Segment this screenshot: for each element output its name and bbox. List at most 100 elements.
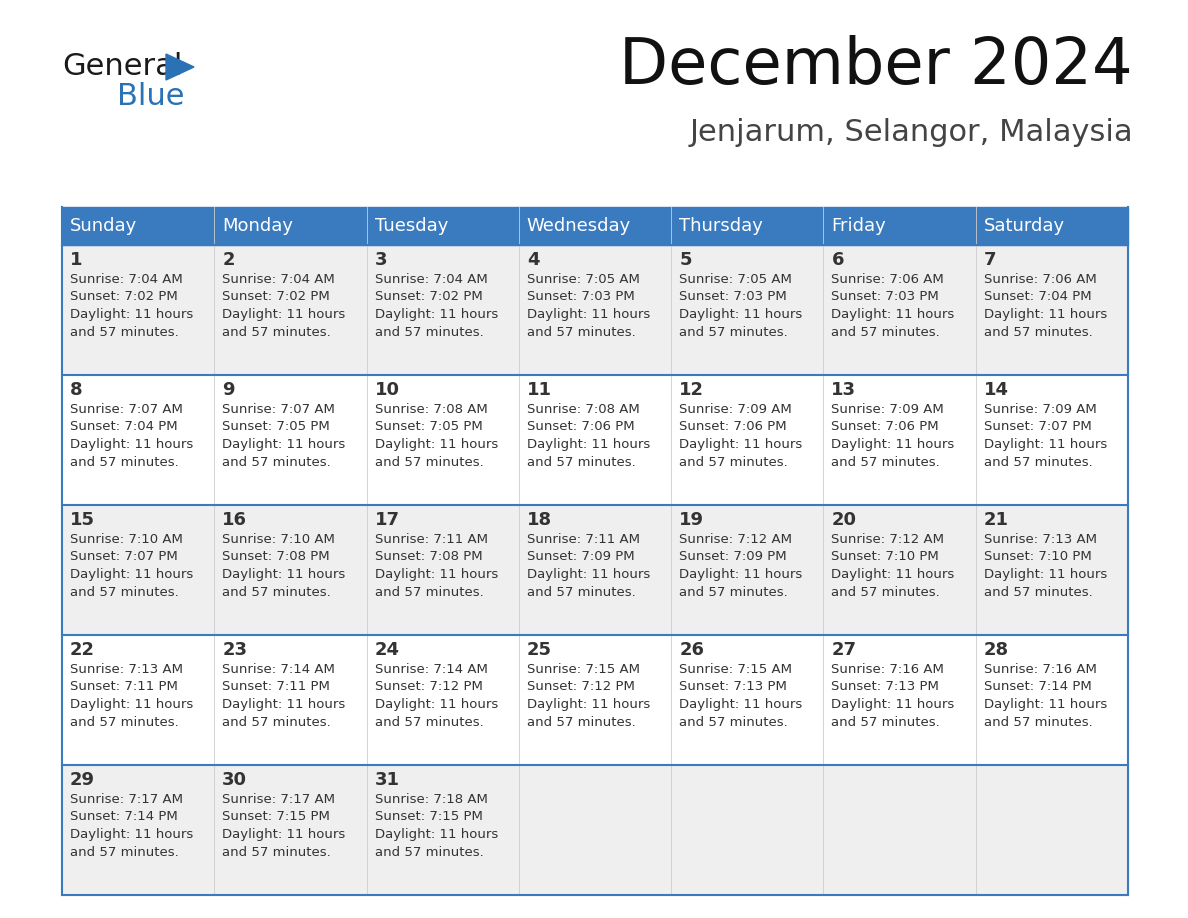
Text: 31: 31 — [374, 771, 399, 789]
Text: and 57 minutes.: and 57 minutes. — [832, 455, 940, 468]
Text: Sunset: 7:11 PM: Sunset: 7:11 PM — [70, 680, 178, 693]
Text: 11: 11 — [526, 381, 552, 399]
Text: Sunrise: 7:04 AM: Sunrise: 7:04 AM — [374, 273, 487, 286]
Text: Sunrise: 7:12 AM: Sunrise: 7:12 AM — [832, 533, 944, 546]
Text: 20: 20 — [832, 511, 857, 529]
Text: 13: 13 — [832, 381, 857, 399]
Text: Daylight: 11 hours: Daylight: 11 hours — [832, 308, 955, 321]
Text: 16: 16 — [222, 511, 247, 529]
Text: Daylight: 11 hours: Daylight: 11 hours — [680, 568, 802, 581]
Text: Daylight: 11 hours: Daylight: 11 hours — [680, 698, 802, 711]
Text: General: General — [62, 52, 183, 81]
Text: Sunrise: 7:13 AM: Sunrise: 7:13 AM — [984, 533, 1097, 546]
Text: 3: 3 — [374, 251, 387, 269]
Text: Sunset: 7:07 PM: Sunset: 7:07 PM — [70, 551, 178, 564]
Text: Daylight: 11 hours: Daylight: 11 hours — [984, 438, 1107, 451]
Text: 15: 15 — [70, 511, 95, 529]
Text: and 57 minutes.: and 57 minutes. — [374, 715, 484, 729]
Text: Sunset: 7:13 PM: Sunset: 7:13 PM — [680, 680, 786, 693]
Text: Sunset: 7:05 PM: Sunset: 7:05 PM — [222, 420, 330, 433]
Text: Sunrise: 7:10 AM: Sunrise: 7:10 AM — [70, 533, 183, 546]
Text: Sunset: 7:12 PM: Sunset: 7:12 PM — [526, 680, 634, 693]
Text: Sunset: 7:07 PM: Sunset: 7:07 PM — [984, 420, 1092, 433]
Text: Blue: Blue — [116, 82, 184, 111]
Text: Daylight: 11 hours: Daylight: 11 hours — [222, 698, 346, 711]
Text: Sunset: 7:04 PM: Sunset: 7:04 PM — [70, 420, 178, 433]
Text: 28: 28 — [984, 641, 1009, 659]
Text: and 57 minutes.: and 57 minutes. — [526, 455, 636, 468]
Text: and 57 minutes.: and 57 minutes. — [222, 455, 331, 468]
Text: Daylight: 11 hours: Daylight: 11 hours — [984, 568, 1107, 581]
Text: and 57 minutes.: and 57 minutes. — [832, 326, 940, 339]
Text: 25: 25 — [526, 641, 552, 659]
Text: 6: 6 — [832, 251, 843, 269]
Text: Daylight: 11 hours: Daylight: 11 hours — [70, 308, 194, 321]
Text: and 57 minutes.: and 57 minutes. — [374, 326, 484, 339]
Text: Sunrise: 7:06 AM: Sunrise: 7:06 AM — [984, 273, 1097, 286]
Text: Sunrise: 7:14 AM: Sunrise: 7:14 AM — [222, 663, 335, 676]
Text: Sunrise: 7:08 AM: Sunrise: 7:08 AM — [526, 403, 639, 416]
Text: Sunset: 7:14 PM: Sunset: 7:14 PM — [70, 811, 178, 823]
Text: Daylight: 11 hours: Daylight: 11 hours — [832, 568, 955, 581]
Text: and 57 minutes.: and 57 minutes. — [374, 586, 484, 599]
Text: Saturday: Saturday — [984, 217, 1064, 235]
Text: Sunset: 7:06 PM: Sunset: 7:06 PM — [832, 420, 939, 433]
Text: Sunrise: 7:11 AM: Sunrise: 7:11 AM — [526, 533, 640, 546]
Text: Jenjarum, Selangor, Malaysia: Jenjarum, Selangor, Malaysia — [689, 118, 1133, 147]
Text: Sunrise: 7:05 AM: Sunrise: 7:05 AM — [526, 273, 639, 286]
Text: Sunset: 7:05 PM: Sunset: 7:05 PM — [374, 420, 482, 433]
Bar — [62, 765, 1127, 895]
Text: Daylight: 11 hours: Daylight: 11 hours — [374, 438, 498, 451]
Text: 14: 14 — [984, 381, 1009, 399]
Text: and 57 minutes.: and 57 minutes. — [526, 715, 636, 729]
Text: Sunset: 7:15 PM: Sunset: 7:15 PM — [374, 811, 482, 823]
Text: 7: 7 — [984, 251, 997, 269]
Text: Sunset: 7:15 PM: Sunset: 7:15 PM — [222, 811, 330, 823]
Text: Daylight: 11 hours: Daylight: 11 hours — [70, 698, 194, 711]
Text: Sunrise: 7:18 AM: Sunrise: 7:18 AM — [374, 793, 487, 806]
Text: and 57 minutes.: and 57 minutes. — [984, 715, 1093, 729]
Text: Sunset: 7:03 PM: Sunset: 7:03 PM — [526, 290, 634, 304]
Text: Daylight: 11 hours: Daylight: 11 hours — [680, 438, 802, 451]
Bar — [62, 375, 1127, 505]
Text: Daylight: 11 hours: Daylight: 11 hours — [680, 308, 802, 321]
Text: 21: 21 — [984, 511, 1009, 529]
Text: and 57 minutes.: and 57 minutes. — [984, 455, 1093, 468]
Text: and 57 minutes.: and 57 minutes. — [526, 326, 636, 339]
Text: and 57 minutes.: and 57 minutes. — [70, 586, 178, 599]
Text: Sunset: 7:02 PM: Sunset: 7:02 PM — [70, 290, 178, 304]
Text: Tuesday: Tuesday — [374, 217, 448, 235]
Text: Daylight: 11 hours: Daylight: 11 hours — [70, 568, 194, 581]
Bar — [62, 635, 1127, 765]
Bar — [62, 207, 1127, 245]
Text: and 57 minutes.: and 57 minutes. — [222, 845, 331, 858]
Text: 12: 12 — [680, 381, 704, 399]
Text: Sunset: 7:02 PM: Sunset: 7:02 PM — [222, 290, 330, 304]
Text: 27: 27 — [832, 641, 857, 659]
Text: and 57 minutes.: and 57 minutes. — [222, 586, 331, 599]
Text: Daylight: 11 hours: Daylight: 11 hours — [526, 568, 650, 581]
Text: Sunset: 7:08 PM: Sunset: 7:08 PM — [222, 551, 330, 564]
Text: 10: 10 — [374, 381, 399, 399]
Text: Sunset: 7:03 PM: Sunset: 7:03 PM — [832, 290, 940, 304]
Text: and 57 minutes.: and 57 minutes. — [70, 326, 178, 339]
Text: 8: 8 — [70, 381, 83, 399]
Text: 29: 29 — [70, 771, 95, 789]
Text: and 57 minutes.: and 57 minutes. — [680, 715, 788, 729]
Text: 1: 1 — [70, 251, 82, 269]
Text: Sunset: 7:10 PM: Sunset: 7:10 PM — [984, 551, 1092, 564]
Text: Sunrise: 7:17 AM: Sunrise: 7:17 AM — [70, 793, 183, 806]
Text: Sunrise: 7:13 AM: Sunrise: 7:13 AM — [70, 663, 183, 676]
Text: Daylight: 11 hours: Daylight: 11 hours — [832, 698, 955, 711]
Text: Daylight: 11 hours: Daylight: 11 hours — [374, 828, 498, 841]
Text: and 57 minutes.: and 57 minutes. — [374, 455, 484, 468]
Text: Sunset: 7:06 PM: Sunset: 7:06 PM — [680, 420, 786, 433]
Text: Friday: Friday — [832, 217, 886, 235]
Text: 4: 4 — [526, 251, 539, 269]
Text: Daylight: 11 hours: Daylight: 11 hours — [374, 698, 498, 711]
Text: Sunrise: 7:14 AM: Sunrise: 7:14 AM — [374, 663, 487, 676]
Text: Daylight: 11 hours: Daylight: 11 hours — [984, 698, 1107, 711]
Text: 5: 5 — [680, 251, 691, 269]
Text: Sunset: 7:14 PM: Sunset: 7:14 PM — [984, 680, 1092, 693]
Text: and 57 minutes.: and 57 minutes. — [526, 586, 636, 599]
